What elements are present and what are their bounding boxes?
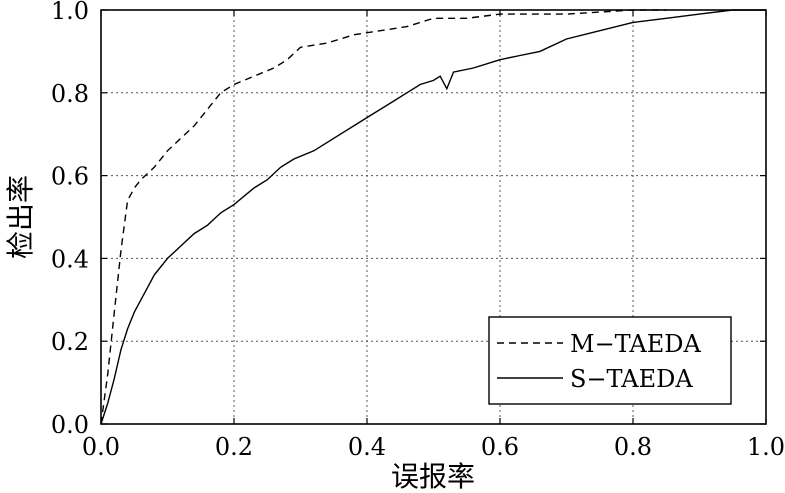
legend-label-m-taeda: M−TAEDA <box>570 330 701 358</box>
x-axis-title: 误报率 <box>391 460 475 493</box>
x-tick-label: 0.0 <box>82 433 120 461</box>
y-tick-label: 0.8 <box>51 80 89 108</box>
x-tick-label: 0.2 <box>215 433 253 461</box>
legend: M−TAEDA S−TAEDA <box>488 316 732 405</box>
series-line-m-taeda <box>100 9 667 425</box>
x-tick-label: 0.4 <box>348 433 386 461</box>
x-tick-label: 0.6 <box>481 433 519 461</box>
x-tick-label: 0.8 <box>614 433 652 461</box>
y-tick-label: 1.0 <box>51 0 89 25</box>
legend-label-s-taeda: S−TAEDA <box>570 365 693 393</box>
series-line-s-taeda <box>100 9 766 425</box>
y-tick-label: 0.4 <box>51 245 89 273</box>
y-tick-label: 0.2 <box>51 328 89 356</box>
y-axis-title: 检出率 <box>4 175 37 259</box>
legend-box <box>488 316 732 405</box>
series-group <box>100 9 766 425</box>
y-tick-label: 0.0 <box>51 411 89 439</box>
x-tick-label: 1.0 <box>747 433 785 461</box>
axis-ticks: 0.0 0.2 0.4 0.6 0.8 1.0 0.0 0.2 0.4 0.6 0.8 1.0 <box>51 0 785 461</box>
y-tick-label: 0.6 <box>51 163 89 191</box>
plot-frame <box>100 9 767 425</box>
